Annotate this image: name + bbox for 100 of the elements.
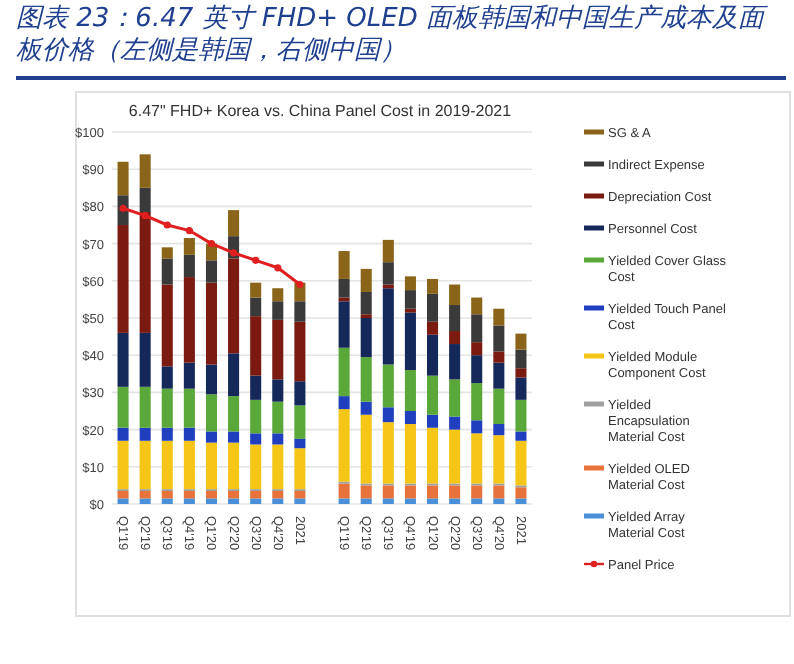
bar [338,347,350,397]
bar [250,297,262,317]
bar [161,427,173,441]
bar [205,282,217,365]
point [274,264,282,272]
bar [250,375,262,400]
bar [205,431,217,443]
bar [139,332,151,387]
bar [272,498,284,504]
bar [471,420,483,434]
bar [515,368,527,378]
bar [272,301,284,320]
bar [139,211,151,333]
bar [205,260,217,283]
bar [161,388,173,428]
bar [117,161,129,196]
bar [228,396,240,432]
bar [117,498,129,504]
bar [139,154,151,188]
bar [117,225,129,333]
bar [449,429,461,484]
bar [272,288,284,302]
bar [139,386,151,428]
bar [449,304,461,332]
bar [515,399,527,432]
bar [161,366,173,389]
bar [294,321,306,382]
bar [427,485,439,499]
bar [493,362,505,389]
bar [471,485,483,499]
bar [294,381,306,406]
bar [294,405,306,439]
bar [493,498,505,504]
bar [404,290,416,309]
bar [427,321,439,335]
bar [183,362,195,389]
bar [161,258,173,285]
bar [360,318,372,358]
bar [205,394,217,432]
bar [471,355,483,384]
bar [404,498,416,504]
bar [250,498,262,504]
bar [139,490,151,499]
bar [449,379,461,417]
bar [228,490,240,499]
bar [382,485,394,499]
bar [139,427,151,441]
bar [449,485,461,499]
bar [493,308,505,326]
bar [360,498,372,504]
bar [493,424,505,436]
bar [404,370,416,411]
bar [228,442,240,490]
point [163,221,171,229]
bar [382,422,394,484]
bar [515,377,527,400]
bar [360,268,372,292]
bar [250,316,262,376]
bar [272,379,284,402]
bar [427,278,439,294]
bar [471,342,483,356]
bar [515,487,527,499]
bar [117,440,129,490]
bar [427,414,439,428]
bar [360,291,372,315]
bar [294,490,306,499]
bar [382,498,394,504]
bar [338,278,350,298]
bar [471,498,483,504]
bar [404,276,416,291]
bar [228,431,240,443]
bar [404,312,416,371]
chart-subtitle: 6.47" FHD+ Korea vs. China Panel Cost in 2019-2021 [128,102,513,120]
point [141,212,149,220]
bar [449,284,461,305]
bar [117,490,129,499]
bar [360,414,372,484]
bar [161,247,173,259]
bar [205,442,217,490]
bar [427,427,439,484]
bar [161,440,173,490]
bar [183,427,195,441]
bar [250,433,262,445]
bar [382,288,394,365]
bar [493,351,505,363]
bar [183,388,195,428]
bar [183,238,195,255]
bar [338,301,350,348]
bar [515,440,527,486]
bar [449,331,461,345]
bar [515,498,527,504]
bar [427,334,439,376]
bar [515,349,527,369]
bar [493,388,505,425]
bar [294,498,306,504]
bar [515,431,527,441]
bar [471,314,483,343]
bar [338,498,350,504]
bar [183,498,195,504]
bar [183,440,195,490]
